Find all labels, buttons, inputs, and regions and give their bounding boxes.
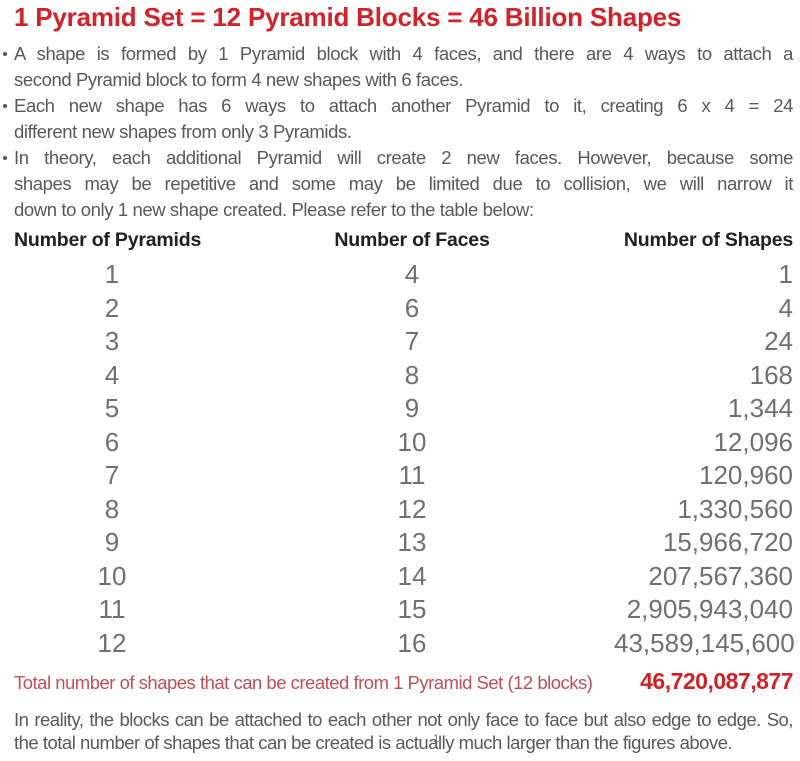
table-cell: 207,567,360 [648, 560, 793, 591]
table-header-shapes: Number of Shapes [623, 229, 793, 251]
table-cell: 1,344 [727, 393, 793, 424]
table-row: 7 11 120,960 [14, 459, 793, 493]
table-cell: 1 [778, 259, 793, 290]
table-cell: 12,096 [713, 426, 793, 457]
bullet-item: Each new shape has 6 ways to attach anot… [3, 93, 793, 145]
table-cell: 4 [404, 259, 420, 290]
bullet-line: Each new shape has 6 ways to attach anot… [14, 95, 793, 116]
page-number: 1 [433, 733, 440, 745]
table-cell: 6 [404, 292, 420, 323]
table-cell: 12 [97, 627, 127, 658]
table-cell: 5 [104, 393, 120, 424]
table-header-pyramids: Number of Pyramids [14, 229, 202, 251]
table-cell: 7 [404, 326, 420, 357]
table-cell: 4 [778, 292, 793, 323]
footnote-line: the total number of shapes that can be c… [14, 732, 733, 753]
table-cell: 9 [104, 527, 120, 558]
table-cell: 15,966,720 [662, 527, 793, 558]
table-cell: 7 [104, 460, 120, 491]
total-value: 46,720,087,877 [640, 668, 793, 694]
table-cell: 14 [397, 560, 427, 591]
bullet-line: In theory, each additional Pyramid will … [14, 147, 793, 168]
table-row: 5 9 1,344 [14, 392, 793, 426]
total-row: Total number of shapes that can be creat… [14, 668, 793, 694]
table-cell: 10 [397, 426, 427, 457]
bullet-line: second Pyramid block to form 4 new shape… [14, 69, 463, 90]
bullet-dot [3, 156, 7, 160]
table-cell: 3 [104, 326, 120, 357]
bullet-line: down to only 1 new shape created. Please… [14, 199, 534, 220]
table-cell: 12 [397, 493, 427, 524]
table-cell: 8 [404, 359, 420, 390]
table-cell: 2,905,943,040 [626, 594, 793, 625]
page-title: 1 Pyramid Set = 12 Pyramid Blocks = 46 B… [14, 2, 682, 32]
table-cell: 168 [749, 359, 793, 390]
bullet-item: In theory, each additional Pyramid will … [3, 145, 793, 223]
table-cell: 6 [104, 426, 120, 457]
table-cell: 9 [404, 393, 420, 424]
table-row: 1 4 1 [14, 258, 793, 292]
table-cell: 13 [397, 527, 427, 558]
footnote-line: In reality, the blocks can be attached t… [14, 709, 794, 730]
table-header-faces: Number of Faces [334, 229, 490, 251]
bullet-list: A shape is formed by 1 Pyramid block wit… [3, 41, 793, 223]
table-cell: 8 [104, 493, 120, 524]
table-body: 1 4 1 2 6 4 3 7 24 4 8 168 5 9 1,344 6 10 12,096 7 11 120,96… [14, 258, 795, 661]
table-row: 12 16 43,589,145,600 [14, 627, 795, 661]
bullet-item: A shape is formed by 1 Pyramid block wit… [3, 41, 793, 93]
table-cell: 16 [397, 627, 427, 658]
bullet-dot [3, 52, 7, 56]
total-label: Total number of shapes that can be creat… [14, 672, 593, 693]
bullet-line: shapes may be repetitive and some may be… [14, 173, 793, 194]
table-row: 10 14 207,567,360 [14, 560, 793, 594]
table-row: 9 13 15,966,720 [14, 526, 793, 560]
table-cell: 1,330,560 [677, 493, 793, 524]
table-cell: 2 [104, 292, 120, 323]
table-cell: 15 [397, 594, 427, 625]
table-row: 11 15 2,905,943,040 [14, 593, 794, 627]
table-row: 4 8 168 [14, 359, 793, 393]
table-cell: 1 [104, 259, 120, 290]
table-cell: 4 [104, 359, 120, 390]
footnote: In reality, the blocks can be attached t… [14, 708, 794, 754]
table-cell: 120,960 [699, 460, 793, 491]
table-cell: 43,589,145,600 [614, 627, 795, 658]
bullet-line: A shape is formed by 1 Pyramid block wit… [14, 43, 793, 64]
table-cell: 11 [398, 460, 426, 491]
table-row: 6 10 12,096 [14, 426, 793, 460]
table-cell: 10 [97, 560, 127, 591]
bullet-line: different new shapes from only 3 Pyramid… [14, 121, 352, 142]
table-cell: 24 [764, 326, 793, 357]
table-row: 3 7 24 [14, 325, 793, 359]
table-header-row: Number of Pyramids Number of Faces Numbe… [14, 229, 793, 251]
table-row: 2 6 4 [14, 292, 793, 326]
table-cell: 11 [98, 594, 126, 625]
bullet-dot [3, 104, 7, 108]
table-row: 8 12 1,330,560 [14, 493, 793, 527]
